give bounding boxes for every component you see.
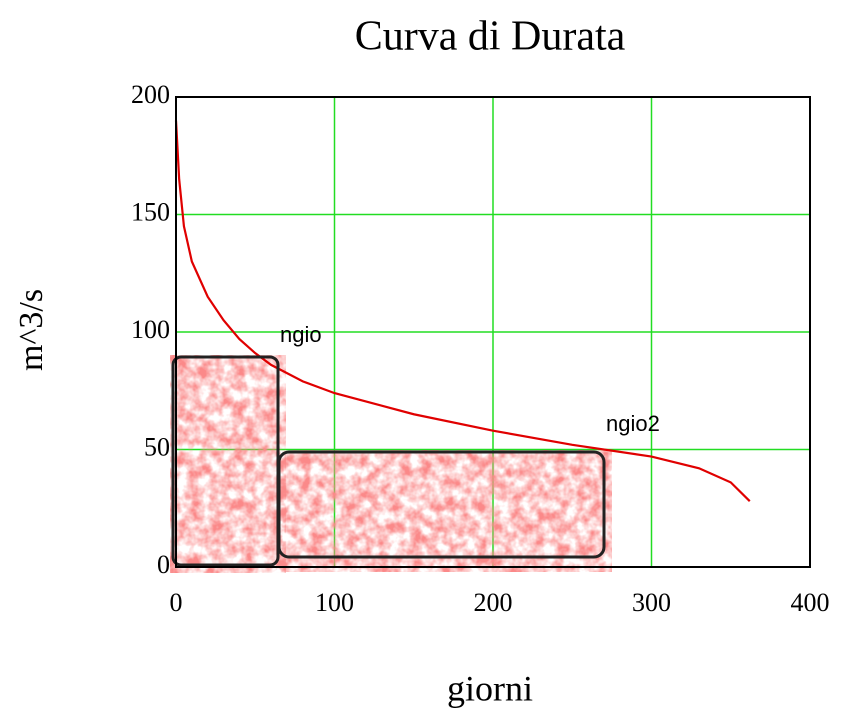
region-box [277,450,606,559]
y-tick-label: 0 [157,550,170,579]
marks [174,120,751,502]
annotation: ngio2 [606,411,660,436]
x-tick-label: 200 [474,588,513,617]
x-tick-label: 400 [791,588,830,617]
y-tick-label: 150 [131,197,170,226]
y-axis-label: m^3/s [13,289,50,371]
annotation: ngio [280,322,322,347]
y-tick-label: 200 [131,80,170,109]
scribble-fill [276,450,612,572]
x-axis-label: giorni [447,668,533,708]
chart-title: Curva di Durata [355,14,626,60]
x-tick-label: 300 [632,588,671,617]
y-tick-label: 100 [131,315,170,344]
scribble-fill [170,355,286,573]
plot-frame [175,96,811,568]
y-tick-label: 50 [144,432,170,461]
x-tick-label: 100 [315,588,354,617]
curve [174,120,751,502]
x-tick-label: 0 [170,588,183,617]
